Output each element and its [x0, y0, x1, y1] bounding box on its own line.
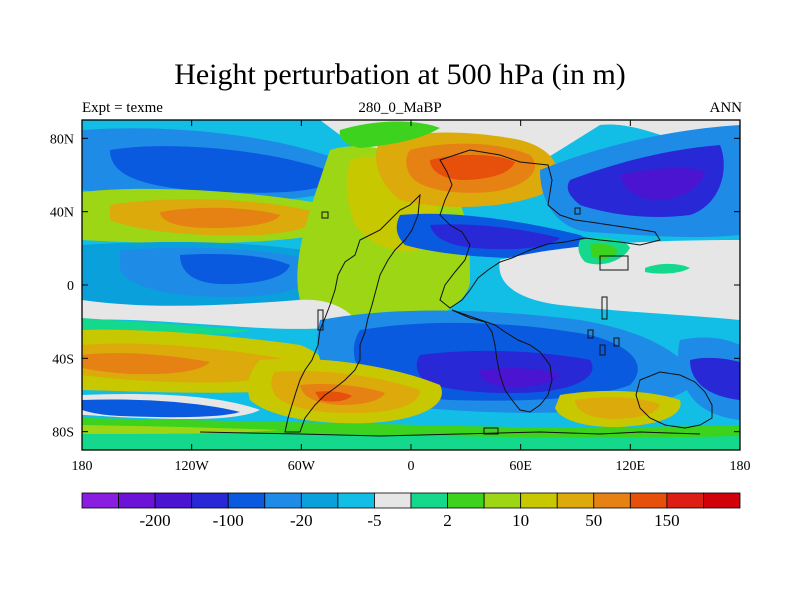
coastlines	[199, 149, 713, 437]
field-band	[430, 224, 560, 250]
y-tick-label: 40N	[50, 206, 74, 221]
field-band	[82, 425, 280, 434]
colorbar-swatch	[703, 492, 741, 509]
coastline-island	[483, 427, 499, 435]
coastline-africa	[451, 309, 553, 413]
y-tick-label: 80S	[52, 426, 74, 441]
field-band	[645, 263, 690, 274]
field-band	[620, 168, 705, 200]
colorbar-swatch	[264, 492, 302, 509]
coastline-island	[321, 211, 329, 219]
coastline-island	[613, 337, 620, 347]
contour-field	[82, 120, 740, 450]
field-band	[430, 154, 515, 180]
experiment-label: Expt = texme	[82, 100, 163, 116]
field-band	[690, 357, 740, 400]
field-band	[590, 243, 618, 260]
y-tick-label: 0	[67, 279, 74, 294]
coastline-eurasia	[439, 149, 661, 309]
season-label: ANN	[709, 100, 743, 116]
field-band	[82, 430, 740, 450]
coastline-island	[601, 296, 608, 320]
coastline-island	[599, 255, 629, 271]
colorbar-swatch	[191, 492, 229, 509]
chart-title: Height perturbation at 500 hPa (in m)	[174, 58, 626, 91]
colorbar-swatch	[118, 492, 156, 509]
field-band	[499, 240, 740, 320]
coastline-island	[587, 329, 594, 339]
colorbar-swatch	[300, 492, 339, 509]
axes: 180 120W 60W 0 60E 120E 180 80N 40N 0 40S 80S	[50, 120, 751, 474]
field-band	[82, 299, 360, 329]
x-tick-label: 180	[72, 459, 93, 474]
colorbar-label: 2	[443, 511, 452, 530]
coastline-americas	[284, 193, 421, 433]
field-band	[82, 399, 240, 418]
colorbar-swatch	[593, 492, 631, 509]
y-tick-label: 80N	[50, 132, 74, 147]
x-tick-label: 120E	[616, 459, 646, 474]
field-band	[110, 146, 340, 193]
coastline-australia	[635, 371, 713, 429]
field-band	[315, 391, 352, 402]
coastline-island	[317, 309, 324, 331]
x-tick-label: 0	[408, 459, 415, 474]
y-tick-label: 40S	[52, 352, 74, 367]
period-label: 280_0_MaBP	[358, 100, 442, 116]
colorbar-swatch	[374, 492, 412, 509]
colorbar-swatch	[520, 492, 558, 509]
colorbar-label: -100	[213, 511, 244, 530]
field-band	[339, 121, 440, 148]
x-tick-label: 60W	[288, 459, 316, 474]
coastline-island	[599, 344, 606, 356]
colorbar-label: 50	[585, 511, 602, 530]
colorbar: -200 -100 -20 -5 2 10 50 150	[81, 492, 741, 530]
coastline-island	[574, 207, 581, 215]
colorbar-swatch	[666, 492, 704, 509]
coastline-antarctica	[199, 431, 701, 437]
x-tick-label: 180	[730, 459, 751, 474]
colorbar-label: -200	[140, 511, 171, 530]
colorbar-swatch	[629, 492, 668, 509]
colorbar-swatch	[447, 492, 485, 509]
field-band	[160, 207, 280, 228]
colorbar-swatch	[483, 492, 522, 509]
x-tick-label: 60E	[509, 459, 532, 474]
colorbar-swatch	[154, 492, 193, 509]
colorbar-swatch	[410, 492, 448, 509]
field-band	[180, 254, 290, 285]
colorbar-swatch	[337, 492, 375, 509]
colorbar-label: 10	[512, 511, 529, 530]
x-tick-label: 120W	[175, 459, 210, 474]
colorbar-swatch	[556, 492, 595, 509]
colorbar-swatch	[227, 492, 266, 509]
field-band	[82, 352, 210, 375]
colorbar-swatch	[81, 492, 119, 509]
colorbar-label: 150	[654, 511, 680, 530]
colorbar-label: -5	[367, 511, 381, 530]
colorbar-label: -20	[290, 511, 313, 530]
